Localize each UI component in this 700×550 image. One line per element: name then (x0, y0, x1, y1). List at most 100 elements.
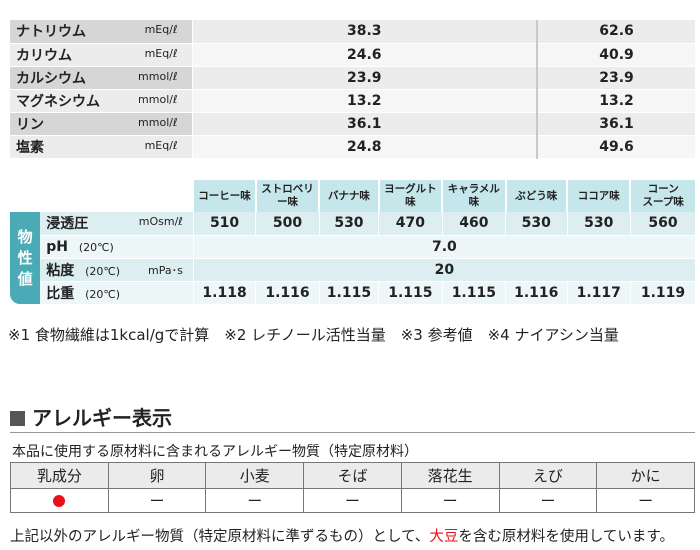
flavor-header-row: コーヒー味 ストロベリー味 バナナ味 ヨーグルト味 キャラメル味 ぶどう味 ココ… (10, 180, 695, 212)
viscosity-value: 20 (192, 258, 695, 282)
osmotic-value: 470 (378, 212, 443, 236)
row-unit: mOsm/ℓ (138, 215, 183, 229)
gravity-value: 1.115 (441, 281, 506, 305)
allergen-header: えび (498, 462, 598, 489)
electrolyte-name: ナトリウム (16, 24, 86, 41)
electrolyte-value: 13.2 (191, 89, 537, 113)
allergy-section-title: アレルギー表示 (10, 402, 172, 431)
gravity-value: 1.118 (192, 281, 256, 305)
electrolyte-unit: mEq/ℓ (144, 138, 178, 152)
allergen-mark: ー (596, 488, 695, 513)
allergen-header: 落花生 (400, 462, 500, 489)
physical-properties-table: コーヒー味 ストロベリー味 バナナ味 ヨーグルト味 キャラメル味 ぶどう味 ココ… (10, 180, 695, 305)
electrolyte-unit: mEq/ℓ (144, 46, 178, 60)
row-label: 浸透圧 (46, 216, 89, 233)
allergen-header: 卵 (107, 462, 207, 489)
side-char: 値 (17, 269, 33, 288)
footnote-text: を含む原材料を使用しています。 (458, 529, 674, 545)
electrolyte-name: カルシウム (16, 70, 86, 87)
gravity-value: 1.116 (255, 281, 320, 305)
row-condition: (20℃) (78, 240, 114, 254)
allergy-subtitle: 本品に使用する原材料に含まれるアレルギー物質（特定原材料） (12, 444, 418, 460)
ph-row: pH (20℃) 7.0 (10, 235, 695, 259)
electrolyte-unit: mmol/ℓ (138, 115, 178, 129)
allergy-header-row: 乳成分 卵 小麦 そば 落花生 えび かに (10, 462, 695, 489)
osmotic-value: 510 (192, 212, 256, 236)
electrolyte-value: 62.6 (536, 20, 695, 44)
flavor-header: ココア味 (565, 180, 631, 212)
osmotic-value: 530 (566, 212, 631, 236)
flavor-header-line: コーン (647, 183, 679, 195)
electrolyte-name: 塩素 (16, 139, 44, 156)
electrolyte-value: 49.6 (536, 135, 695, 159)
footnote-text: 上記以外のアレルギー物質（特定原材料に準ずるもの）として、 (10, 529, 430, 545)
row-condition: (20℃) (85, 287, 121, 301)
electrolyte-value: 36.1 (191, 112, 537, 136)
allergen-mark: ー (303, 488, 402, 513)
ph-value: 7.0 (192, 235, 695, 259)
allergen-header: 乳成分 (10, 462, 109, 489)
side-char: 性 (17, 248, 33, 267)
allergen-mark: ー (205, 488, 305, 513)
osmotic-value: 530 (318, 212, 379, 236)
allergen-header: かに (596, 462, 695, 489)
gravity-value: 1.115 (318, 281, 379, 305)
allergy-table: 乳成分 卵 小麦 そば 落花生 えび かに ー ー ー ー ー ー (10, 462, 695, 513)
flavor-header: バナナ味 (318, 180, 379, 212)
side-char: 物 (17, 227, 33, 246)
flavor-header: ストロベリー味 (254, 180, 320, 212)
electrolyte-unit: mmol/ℓ (138, 92, 178, 106)
electrolyte-value: 13.2 (536, 89, 695, 113)
electrolyte-name: リン (16, 116, 44, 133)
gravity-value: 1.116 (505, 281, 567, 305)
electrolyte-value: 23.9 (536, 66, 695, 90)
osmotic-value: 460 (441, 212, 506, 236)
electrolyte-unit: mmol/ℓ (138, 69, 178, 83)
electrolyte-value: 38.3 (191, 20, 537, 44)
electrolyte-value: 23.9 (191, 66, 537, 90)
row-condition: (20℃) (85, 264, 121, 278)
osmotic-row: 物 性 値 浸透圧 mOsm/ℓ 510 500 530 470 460 530… (10, 212, 695, 304)
footnotes: ※1 食物繊維は1kcal/gで計算 ※2 レチノール活性当量 ※3 参考値 ※… (8, 326, 619, 344)
electrolyte-value: 24.6 (191, 43, 537, 67)
row-label: pH (46, 238, 68, 255)
allergen-header: 小麦 (205, 462, 305, 489)
flavor-header: ヨーグルト味 (377, 180, 443, 212)
section-divider (10, 432, 695, 433)
electrolyte-name: マグネシウム (16, 93, 100, 110)
electrolyte-row: ナトリウム mEq/ℓ 38.3 62.6 (10, 20, 695, 44)
electrolyte-row: リン mmol/ℓ 36.1 36.1 (10, 112, 695, 136)
red-dot-icon (53, 495, 66, 507)
flavor-header: コーン スープ味 (629, 180, 695, 212)
osmotic-value: 500 (255, 212, 320, 236)
square-bullet-icon (10, 411, 25, 426)
flavor-header: ぶどう味 (504, 180, 567, 212)
osmotic-value: 560 (629, 212, 695, 236)
viscosity-row: 粘度 (20℃) mPa･s 20 (10, 258, 695, 282)
side-label: 物 性 値 (10, 212, 41, 304)
allergen-mark: ー (498, 488, 598, 513)
electrolyte-row: カルシウム mmol/ℓ 23.9 23.9 (10, 66, 695, 90)
electrolyte-row: マグネシウム mmol/ℓ 13.2 13.2 (10, 89, 695, 113)
electrolyte-value: 40.9 (536, 43, 695, 67)
gravity-value: 1.119 (629, 281, 695, 305)
gravity-value: 1.115 (378, 281, 443, 305)
flavor-header: キャラメル味 (441, 180, 506, 212)
gravity-row: 比重 (20℃) 1.118 1.116 1.115 1.115 1.115 1… (10, 281, 695, 305)
allergen-mark: ー (107, 488, 207, 513)
allergen-header: そば (303, 462, 402, 489)
row-unit: mPa･s (148, 263, 183, 277)
electrolyte-table: ナトリウム mEq/ℓ 38.3 62.6 カリウム mEq/ℓ 24.6 40.9 カルシウム… (10, 20, 695, 159)
row-label: 粘度 (46, 262, 75, 279)
electrolyte-name: カリウム (16, 47, 72, 64)
allergen-mark-cell (10, 488, 109, 513)
osmotic-value: 530 (505, 212, 567, 236)
flavor-header-line: スープ味 (642, 196, 684, 208)
allergen-mark: ー (400, 488, 500, 513)
highlighted-allergen: 大豆 (429, 529, 459, 545)
electrolyte-row: カリウム mEq/ℓ 24.6 40.9 (10, 43, 695, 67)
electrolyte-value: 24.8 (191, 135, 537, 159)
allergy-title-text: アレルギー表示 (32, 406, 172, 430)
electrolyte-unit: mEq/ℓ (144, 23, 178, 37)
flavor-header: コーヒー味 (192, 180, 256, 212)
